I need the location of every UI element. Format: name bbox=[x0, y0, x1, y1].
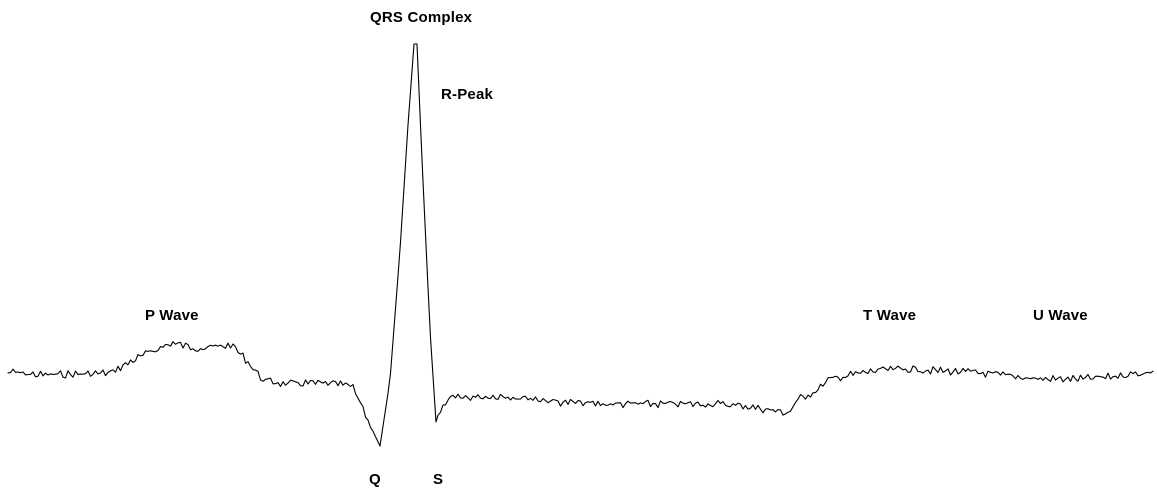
ecg-trace bbox=[7, 43, 1154, 447]
u-wave-label: U Wave bbox=[1033, 307, 1088, 324]
p-wave-label: P Wave bbox=[145, 307, 199, 324]
r-peak-label: R-Peak bbox=[441, 86, 494, 103]
s-label: S bbox=[433, 471, 443, 488]
q-label: Q bbox=[369, 471, 381, 488]
qrs-complex-label: QRS Complex bbox=[370, 9, 473, 26]
t-wave-label: T Wave bbox=[863, 307, 916, 324]
